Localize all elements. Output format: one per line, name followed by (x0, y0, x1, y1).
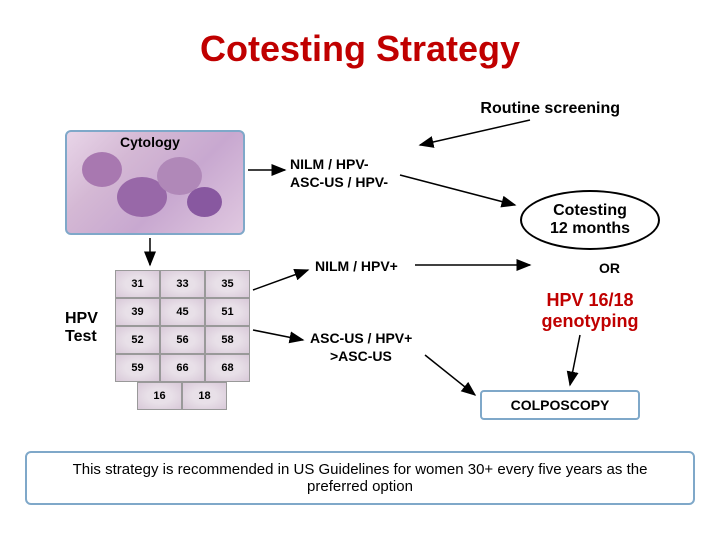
hpv-cell: 35 (205, 270, 250, 298)
cytology-label: Cytology (120, 134, 180, 150)
path-nilm-neg-2: ASC-US / HPV- (290, 174, 388, 190)
hpv-cell: 18 (182, 382, 227, 410)
hpv-cell: 31 (115, 270, 160, 298)
hpv-cell: 39 (115, 298, 160, 326)
footer-text: This strategy is recommended in US Guide… (25, 451, 695, 505)
cotesting-node: Cotesting12 months (520, 190, 660, 250)
path-ascus-pos-2: >ASC-US (330, 348, 392, 364)
hpv-cell: 52 (115, 326, 160, 354)
hpv-cell: 58 (205, 326, 250, 354)
hpv-grid: 31 33 35 39 45 51 52 56 58 59 66 68 16 1… (115, 270, 250, 410)
colposcopy-box: COLPOSCOPY (480, 390, 640, 420)
or-label: OR (599, 260, 620, 276)
hpv-cell: 56 (160, 326, 205, 354)
subtitle-routine: Routine screening (480, 100, 620, 118)
path-ascus-pos-1: ASC-US / HPV+ (310, 330, 412, 346)
hpv-cell: 16 (137, 382, 182, 410)
hpv-cell: 45 (160, 298, 205, 326)
path-nilm-pos: NILM / HPV+ (315, 258, 398, 274)
genotyping-label: HPV 16/18genotyping (515, 290, 665, 332)
hpv-cell: 59 (115, 354, 160, 382)
hpv-cell: 68 (205, 354, 250, 382)
hpv-cell: 66 (160, 354, 205, 382)
hpv-cell: 51 (205, 298, 250, 326)
hpv-test-label: HPV Test (65, 310, 110, 346)
path-nilm-neg-1: NILM / HPV- (290, 156, 369, 172)
page-title: Cotesting Strategy (0, 0, 720, 70)
hpv-cell: 33 (160, 270, 205, 298)
